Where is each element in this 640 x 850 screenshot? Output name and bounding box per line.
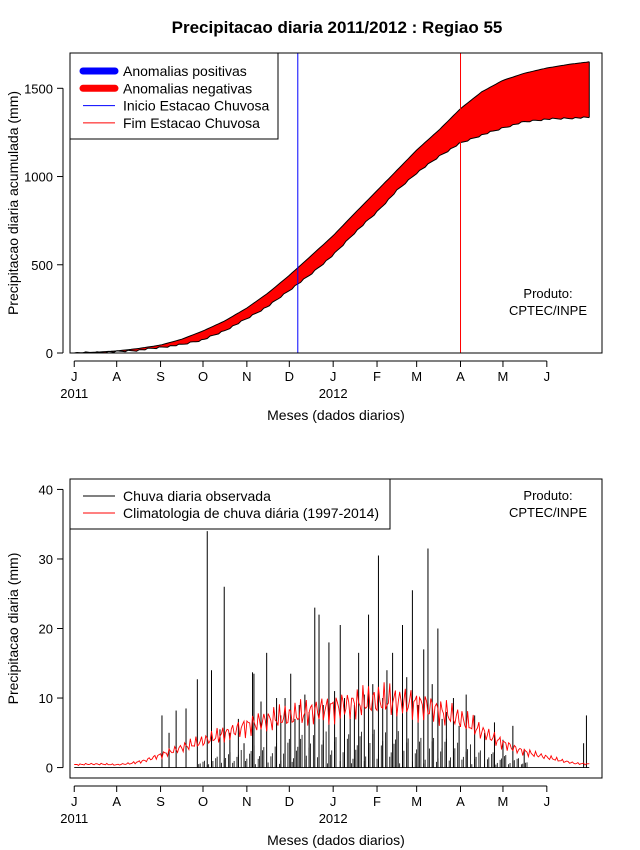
observed-daily-rain-series (74, 531, 590, 768)
x-tick-label: S (156, 369, 165, 384)
y-tick-label: 20 (39, 622, 53, 637)
x-tick-label: A (112, 794, 121, 809)
plot-frame (69, 52, 603, 354)
y-tick-label: 1000 (24, 170, 53, 185)
y-tick-label: 0 (46, 346, 53, 361)
y-tick-label: 1500 (24, 81, 53, 96)
product-source: CPTEC/INPE (509, 303, 587, 318)
x-axis-label: Meses (dados diarios) (267, 832, 405, 848)
legend-item: Inicio Estacao Chuvosa (83, 98, 270, 114)
observed-cumulative-line (74, 116, 590, 354)
x-tick-label: A (112, 369, 121, 384)
x-tick-label: M (498, 369, 509, 384)
x-axis: J A S O N D J F M A M J 2011 2012 Meses (dados diarios… (60, 360, 551, 423)
legend-item: Climatologia de chuva diária (1997-2014) (83, 505, 379, 521)
legend-box (69, 52, 279, 140)
y-axis-label: Precipitacao diaria (mm) (5, 553, 21, 705)
legend-item: Anomalias negativas (79, 80, 252, 96)
legend-box (69, 478, 391, 530)
product-note: Produto: CPTEC/INPE (509, 286, 587, 318)
legend-label: Inicio Estacao Chuvosa (123, 98, 270, 114)
x-tick-label: J (71, 794, 78, 809)
legend-label: Fim Estacao Chuvosa (123, 115, 260, 131)
y-axis-label: Precipitacao diaria acumulada (mm) (5, 91, 21, 315)
x-tick-label: A (456, 369, 465, 384)
x-tick-label: D (285, 369, 294, 384)
x-tick-label: J (330, 794, 337, 809)
y-tick-label: 0 (46, 761, 53, 776)
product-source: CPTEC/INPE (509, 505, 587, 520)
x-axis-label: Meses (dados diarios) (267, 407, 405, 423)
x-tick-label: M (411, 369, 422, 384)
climatology-daily-line (74, 682, 590, 766)
x-tick-label: F (373, 369, 381, 384)
climatology-cumulative-line (74, 61, 590, 354)
y-tick-label: 40 (39, 482, 53, 497)
x-tick-label: J (71, 369, 78, 384)
x-tick-label: S (156, 794, 165, 809)
year-label: 2012 (319, 811, 348, 826)
y-tick-label: 10 (39, 691, 53, 706)
x-axis: J A S O N D J F M A M J 2011 2012 Meses (dados diarios… (60, 785, 551, 848)
x-tick-label: D (285, 794, 294, 809)
product-label: Produto: (523, 488, 572, 503)
legend-label: Anomalias negativas (123, 80, 252, 96)
legend-label: Climatologia de chuva diária (1997-2014) (123, 505, 379, 521)
chart-title: Precipitacao diaria 2011/2012 : Regiao 5… (172, 18, 503, 37)
year-label: 2011 (60, 811, 88, 826)
x-tick-label: O (198, 794, 208, 809)
y-tick-label: 30 (39, 552, 53, 567)
y-tick-label: 500 (31, 258, 53, 273)
legend-item: Chuva diaria observada (83, 488, 271, 504)
legend-item: Fim Estacao Chuvosa (83, 115, 260, 131)
year-label: 2011 (60, 386, 88, 401)
year-label: 2012 (319, 386, 348, 401)
x-tick-label: M (498, 794, 509, 809)
product-note: Produto: CPTEC/INPE (509, 488, 587, 520)
x-tick-label: J (330, 369, 337, 384)
x-tick-label: J (544, 369, 551, 384)
x-tick-label: N (242, 794, 251, 809)
legend-item: Anomalias positivas (79, 63, 247, 79)
x-tick-label: M (411, 794, 422, 809)
y-axis: 0 10 20 30 40 Precipitacao diaria (mm) (5, 482, 64, 776)
x-tick-label: F (373, 794, 381, 809)
x-tick-label: N (242, 369, 251, 384)
legend-label: Anomalias positivas (123, 63, 247, 79)
legend-label: Chuva diaria observada (123, 488, 271, 504)
x-tick-label: A (456, 794, 465, 809)
x-tick-label: O (198, 369, 208, 384)
x-tick-label: J (544, 794, 551, 809)
product-label: Produto: (523, 286, 572, 301)
